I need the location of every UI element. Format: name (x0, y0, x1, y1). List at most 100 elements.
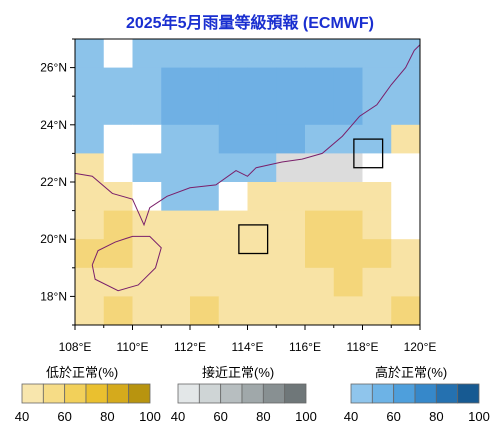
legend-title: 接近正常(%) (202, 365, 275, 380)
grid-cell (333, 67, 363, 97)
legend-swatch (128, 383, 151, 404)
taiwan-strait-box (353, 138, 384, 169)
grid-cell (276, 124, 306, 154)
y-tick-label: 24°N (40, 118, 67, 132)
grid-cell (103, 210, 133, 240)
grid-cell (75, 239, 105, 269)
grid-cell (75, 67, 105, 97)
grid-cell (103, 39, 133, 68)
legend-label: 80 (100, 409, 115, 424)
y-tick-label: 18°N (40, 289, 67, 303)
legend-label: 100 (468, 409, 490, 424)
grid-cell (161, 67, 191, 97)
grid-cell (132, 124, 162, 154)
legend-swatch (284, 383, 307, 404)
grid-cell (161, 96, 191, 126)
grid-cell (305, 96, 335, 126)
legend-label: 40 (343, 409, 359, 424)
legend-swatch (220, 383, 243, 404)
legend-swatch (177, 383, 200, 404)
grid-cell (132, 296, 162, 326)
legend-swatch (435, 383, 459, 404)
legend-swatch (85, 383, 108, 404)
legend-label: 60 (57, 409, 72, 424)
grid-cell (75, 153, 105, 183)
grid-cell (333, 239, 363, 269)
legend-swatch (64, 383, 87, 404)
coastline (74, 44, 421, 227)
grid-cell (190, 210, 220, 240)
grid-cell (391, 153, 421, 183)
grid-cell (247, 182, 277, 211)
grid-cell (161, 267, 191, 297)
grid-cell (391, 96, 421, 126)
grid-cell (218, 39, 248, 68)
grid-cell (276, 210, 306, 240)
y-tick-label: 22°N (40, 175, 67, 189)
grid-cell (276, 39, 306, 68)
grid-cell (75, 267, 105, 297)
grid-cell (218, 124, 248, 154)
grid-cell (190, 39, 220, 68)
grid-cell (103, 267, 133, 297)
grid-cell (190, 239, 220, 269)
grid-cell (276, 153, 306, 183)
grid-cell (247, 153, 277, 183)
grid-cell (161, 39, 191, 68)
grid-cell (75, 96, 105, 126)
x-tick-label: 108°E (59, 340, 92, 354)
grid-cell (276, 67, 306, 97)
grid-cell (305, 296, 335, 326)
grid-cell (190, 67, 220, 97)
grid-cell (362, 39, 392, 68)
legend-swatch (241, 383, 264, 404)
grid-cell (103, 182, 133, 211)
legend-label: 80 (256, 409, 271, 424)
x-tick-label: 118°E (347, 340, 379, 354)
legend-swatch (21, 383, 44, 404)
grid-cell (75, 124, 105, 154)
grid-cell (132, 267, 162, 297)
grid-cell (362, 296, 392, 326)
grid-cell (305, 153, 335, 183)
legend-swatch (350, 383, 373, 404)
grid-cell (333, 296, 363, 326)
grid-cell (190, 124, 220, 154)
grid-cell (305, 124, 335, 154)
grid-cell (75, 182, 105, 211)
grid-cell (218, 267, 248, 297)
grid-cell (190, 96, 220, 126)
legend-title: 低於正常(%) (46, 365, 119, 380)
chart-title: 2025年5月雨量等級預報 (ECMWF) (125, 15, 375, 32)
grid-cell (103, 96, 133, 126)
grid-cell (161, 153, 191, 183)
grid-cell (333, 267, 363, 297)
grid-cell (247, 67, 277, 97)
grid-cell (333, 96, 363, 126)
grid-cell (218, 96, 248, 126)
legend-label: 40 (170, 409, 186, 424)
legend-label: 60 (386, 409, 401, 424)
legend-label: 40 (14, 409, 30, 424)
grid-cell (103, 296, 133, 326)
grid-cell (161, 210, 191, 240)
grid-cell (305, 182, 335, 211)
legend-swatch (262, 383, 286, 404)
legend-swatch (414, 383, 437, 404)
grid-cell (362, 67, 392, 97)
legend-swatch (457, 383, 480, 404)
grid-cell (305, 67, 335, 97)
grid-cell (333, 182, 363, 211)
grid-cell (247, 124, 277, 154)
grid-cell (247, 296, 277, 326)
y-tick-label: 20°N (40, 232, 67, 246)
grid-cell (276, 239, 306, 269)
grid-cell (75, 39, 105, 68)
x-tick-label: 110°E (117, 340, 149, 354)
grid-cell (276, 182, 306, 211)
grid-cell (391, 67, 421, 97)
grid-cell (305, 39, 335, 68)
legend-title: 高於正常(%) (375, 365, 448, 380)
y-tick-label: 26°N (40, 61, 67, 75)
grid-cell (333, 39, 363, 68)
